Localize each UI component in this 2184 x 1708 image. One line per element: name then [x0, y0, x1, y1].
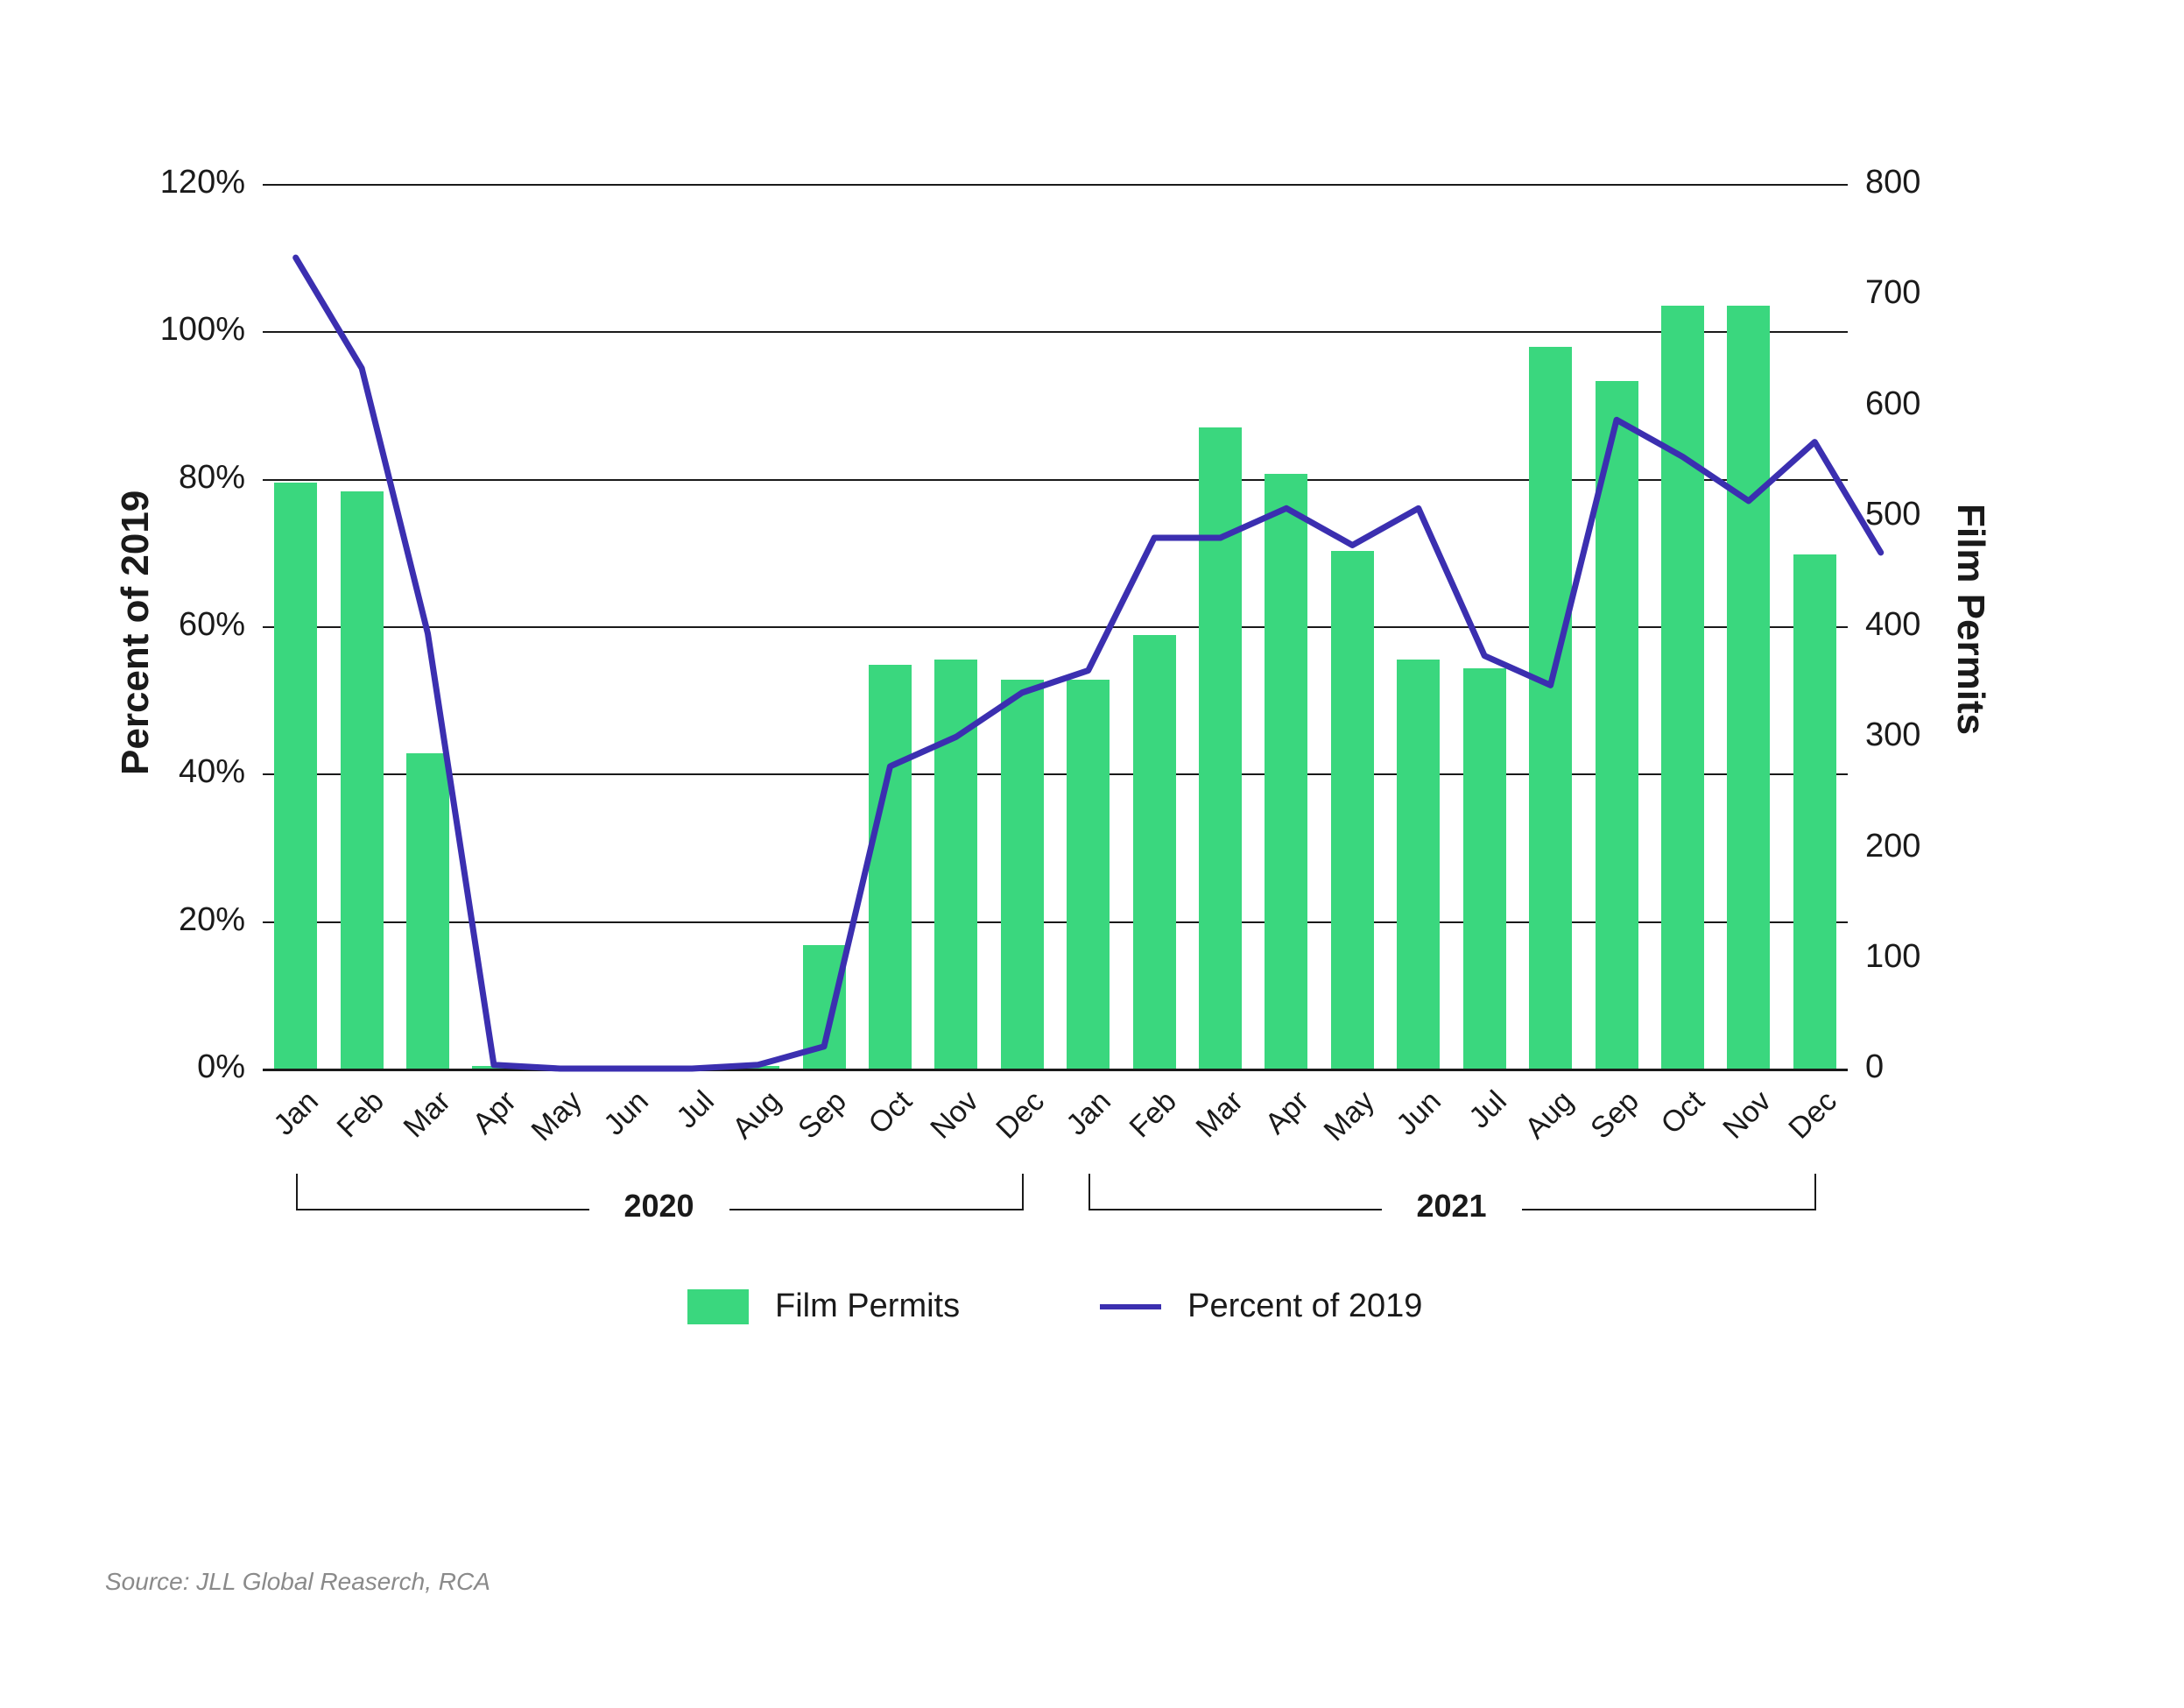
x-tick: Feb: [1124, 1084, 1184, 1145]
x-axis-baseline: [263, 1069, 1848, 1071]
year-bracket-left: [1088, 1174, 1090, 1209]
legend-label: Film Permits: [775, 1288, 960, 1325]
x-tick: Mar: [1189, 1084, 1250, 1145]
chart-canvas: Percent of 2019 Film Permits Film Permit…: [0, 0, 2184, 1708]
x-tick: Nov: [924, 1084, 985, 1146]
x-tick: Aug: [726, 1084, 787, 1146]
x-tick: Apr: [467, 1084, 524, 1141]
y-left-tick: 80%: [179, 459, 245, 497]
y-left-tick: 20%: [179, 901, 245, 939]
y-left-tick: 0%: [197, 1048, 245, 1086]
year-group-label: 2021: [1382, 1188, 1522, 1225]
x-tick: Oct: [863, 1084, 919, 1141]
x-tick: Dec: [1783, 1084, 1844, 1146]
x-tick: Dec: [990, 1084, 1052, 1146]
legend-item: Film Permits: [687, 1288, 960, 1325]
y-right-tick: 800: [1865, 164, 1920, 201]
y-right-tick: 200: [1865, 828, 1920, 865]
legend-label: Percent of 2019: [1187, 1288, 1422, 1325]
y-right-tick: 500: [1865, 496, 1920, 533]
x-tick: Jun: [597, 1084, 655, 1142]
y-left-tick: 100%: [160, 311, 245, 349]
x-tick: Jan: [267, 1084, 325, 1142]
y-right-tick: 100: [1865, 938, 1920, 976]
y-left-tick: 40%: [179, 753, 245, 791]
year-bracket-left: [296, 1174, 298, 1209]
x-tick: Jun: [1390, 1084, 1448, 1142]
legend-item: Percent of 2019: [1100, 1288, 1422, 1325]
x-tick: Jul: [670, 1084, 721, 1135]
x-tick: Mar: [397, 1084, 457, 1145]
source-citation: Source: JLL Global Reaserch, RCA: [105, 1568, 490, 1596]
y-left-tick: 120%: [160, 164, 245, 201]
x-tick: May: [1318, 1084, 1382, 1148]
x-tick: Oct: [1655, 1084, 1712, 1141]
x-tick: Jan: [1060, 1084, 1117, 1142]
plot-area: [263, 184, 1848, 1069]
year-bracket-right: [1022, 1174, 1024, 1209]
x-tick: Jul: [1462, 1084, 1513, 1135]
y-right-tick: 0: [1865, 1048, 1884, 1086]
x-tick: Nov: [1716, 1084, 1778, 1146]
x-tick: Apr: [1259, 1084, 1316, 1141]
y-right-tick: 600: [1865, 385, 1920, 423]
x-tick: Feb: [331, 1084, 391, 1145]
y-left-tick: 60%: [179, 606, 245, 644]
year-group-label: 2020: [589, 1188, 729, 1225]
y-right-tick: 400: [1865, 606, 1920, 644]
x-tick: May: [525, 1084, 589, 1148]
legend: Film Permits Percent of 2019: [687, 1288, 1422, 1325]
y-axis-left-title: Percent of 2019: [114, 491, 158, 775]
x-tick: Sep: [1584, 1084, 1645, 1146]
y-right-tick: 700: [1865, 274, 1920, 312]
x-tick: Aug: [1518, 1084, 1580, 1146]
legend-swatch-line: [1100, 1304, 1161, 1309]
line-series: [263, 184, 1848, 1069]
legend-swatch-bar: [687, 1289, 749, 1324]
x-tick: Sep: [792, 1084, 853, 1146]
year-bracket-right: [1814, 1174, 1816, 1209]
y-right-tick: 300: [1865, 716, 1920, 754]
y-axis-right-title: Film Permits: [1948, 504, 1992, 735]
